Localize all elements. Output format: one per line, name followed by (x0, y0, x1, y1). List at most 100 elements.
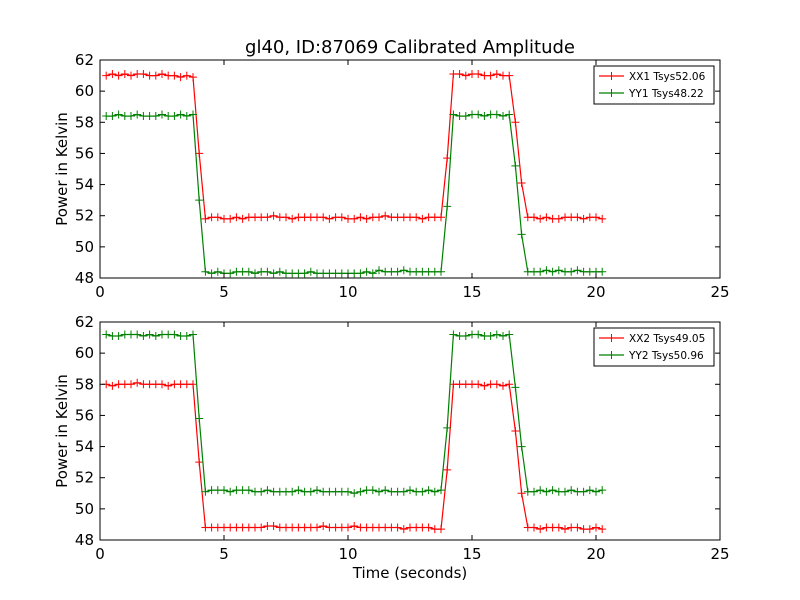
data-point (257, 487, 266, 496)
data-point (213, 213, 222, 222)
data-point (474, 380, 483, 389)
data-point (598, 525, 607, 534)
data-point (561, 525, 569, 534)
data-point (102, 330, 111, 339)
data-point (567, 486, 576, 495)
data-point (114, 71, 123, 80)
data-point (474, 110, 483, 119)
x-tick-label: 20 (586, 283, 605, 301)
data-point (449, 110, 458, 119)
data-point (511, 383, 520, 392)
data-point (437, 213, 445, 222)
data-point (548, 267, 557, 276)
data-point (306, 267, 315, 276)
data-point (189, 380, 197, 389)
data-point (443, 465, 452, 474)
data-point (536, 214, 545, 223)
plot-frame (99, 321, 721, 541)
chart-bottom: 0 5 10 15 20 25 48 50 52 54 56 58 60 62 Power in Kelvi… (53, 313, 730, 582)
data-point (170, 71, 179, 80)
data-point (499, 332, 507, 341)
data-point (350, 214, 359, 223)
data-point (195, 414, 204, 423)
data-point (176, 110, 185, 119)
chart-top: 0 5 10 15 20 25 48 50 52 54 56 58 60 62 Power in Kelvi… (53, 51, 730, 301)
data-point (269, 211, 278, 220)
data-point (399, 266, 408, 275)
data-point (530, 523, 538, 532)
y-tick-label: 56 (75, 406, 94, 424)
data-point (151, 71, 160, 80)
data-point (598, 486, 607, 495)
data-point (356, 213, 365, 222)
data-point (461, 332, 470, 341)
data-point (350, 521, 359, 530)
data-point (505, 71, 514, 80)
data-point (226, 269, 235, 278)
y-tick-label: 54 (75, 438, 94, 456)
data-point (220, 486, 228, 495)
legend-label: YY1 Tsys48.22 (628, 88, 704, 100)
data-point (189, 73, 197, 82)
data-point (145, 330, 154, 339)
data-point (158, 70, 166, 79)
legend: XX1 Tsys52.06 YY1 Tsys48.22 (593, 65, 715, 105)
data-point (226, 214, 235, 223)
data-point (127, 380, 135, 389)
data-point (412, 213, 421, 222)
x-tick-label: 0 (95, 545, 105, 563)
data-point (424, 486, 433, 495)
data-point (517, 442, 526, 451)
data-point (337, 213, 346, 222)
data-point (139, 332, 148, 341)
data-point (443, 202, 452, 211)
legend-marker (607, 89, 616, 97)
legend: XX2 Tsys49.05 YY2 Tsys50.96 (593, 327, 715, 367)
data-point (201, 267, 210, 276)
data-point (195, 458, 204, 467)
y-tick-label: 58 (75, 375, 94, 393)
data-point (430, 487, 439, 496)
data-point (399, 525, 408, 534)
data-point (542, 487, 551, 496)
y-axis-label: Power in Kelvin (53, 374, 71, 488)
data-point (356, 487, 365, 496)
data-point (362, 214, 371, 223)
data-point (573, 523, 582, 532)
data-point (437, 267, 445, 276)
data-point (108, 381, 117, 390)
data-point (393, 523, 402, 532)
data-point (207, 269, 216, 278)
data-point (455, 70, 464, 79)
y-axis-label: Power in Kelvin (53, 112, 71, 226)
data-point (120, 70, 129, 79)
data-point (288, 487, 297, 496)
data-point (344, 523, 352, 532)
data-point (114, 332, 123, 341)
data-point (530, 213, 538, 222)
data-point (375, 487, 383, 496)
data-point (517, 179, 526, 188)
y-tick-label: 62 (75, 51, 94, 69)
legend-marker (607, 72, 616, 80)
x-tick-label: 25 (710, 283, 729, 301)
data-point (492, 330, 501, 339)
data-point (399, 487, 408, 496)
data-point (170, 112, 179, 121)
data-point (232, 213, 241, 222)
data-point (257, 523, 266, 532)
data-point (536, 525, 545, 534)
data-point (418, 214, 427, 223)
y-tick-label: 52 (75, 469, 94, 487)
y-tick-label: 60 (75, 82, 94, 100)
data-point (530, 487, 538, 496)
data-point (406, 486, 414, 495)
data-point (356, 269, 365, 278)
data-point (424, 523, 433, 532)
data-point (536, 486, 545, 495)
legend-marker (607, 334, 616, 342)
data-point (592, 487, 600, 496)
y-tick-label: 58 (75, 113, 94, 131)
data-point (573, 266, 582, 275)
data-point (505, 110, 514, 119)
